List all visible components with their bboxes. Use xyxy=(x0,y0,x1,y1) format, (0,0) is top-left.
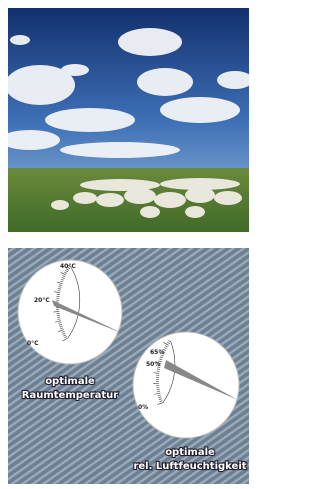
scale-label: 20°C xyxy=(34,297,50,304)
caption: rel. Luftfeuchtigkeit xyxy=(133,461,246,472)
scale-label: 50% xyxy=(146,361,160,368)
scale-label: 0% xyxy=(138,404,148,411)
scale-label: 65% xyxy=(150,349,164,356)
caption: optimale xyxy=(45,376,95,387)
caption: optimale xyxy=(165,447,215,458)
scale-label: 40°C xyxy=(60,263,76,270)
sheep-photo xyxy=(0,8,253,232)
caption: Raumtemperatur xyxy=(22,390,118,401)
gauge: 65% 50% 0% xyxy=(133,332,239,438)
scale-label: 0°C xyxy=(27,340,39,347)
page: 40°C 20°C 0°C optimale Raumtemperatur 65… xyxy=(0,0,257,489)
